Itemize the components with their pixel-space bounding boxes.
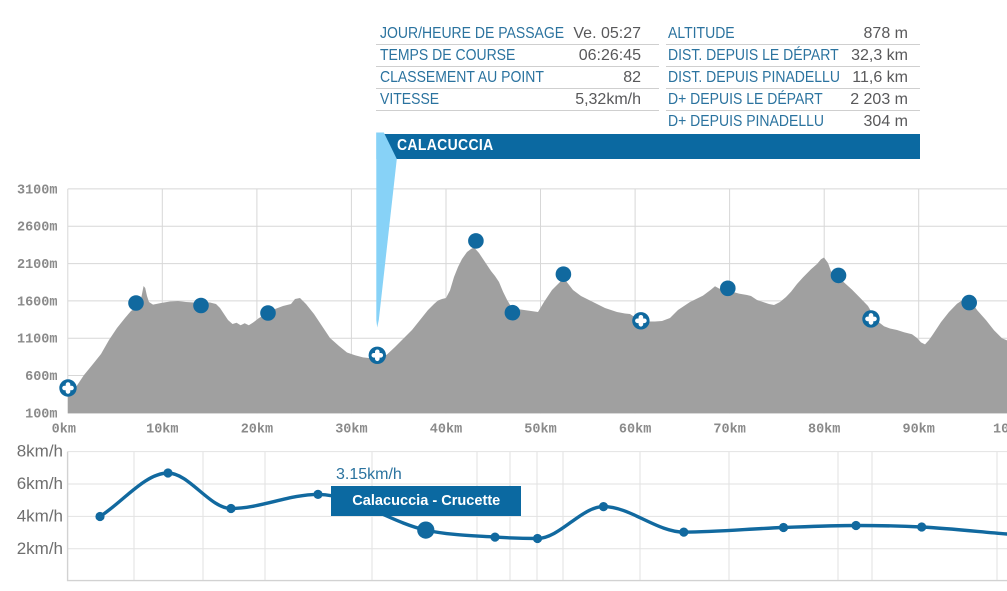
svg-text:10km: 10km	[146, 423, 178, 438]
svg-text:1600m: 1600m	[17, 295, 58, 310]
svg-text:40km: 40km	[430, 423, 462, 438]
svg-text:4km/h: 4km/h	[17, 506, 63, 525]
svg-text:60km: 60km	[619, 423, 651, 438]
svg-text:8km/h: 8km/h	[17, 442, 63, 461]
svg-text:70km: 70km	[713, 423, 745, 438]
svg-text:90km: 90km	[902, 423, 934, 438]
svg-text:2100m: 2100m	[17, 258, 58, 273]
svg-text:0km: 0km	[52, 423, 76, 438]
svg-text:80km: 80km	[808, 423, 840, 438]
svg-text:50km: 50km	[524, 423, 556, 438]
svg-text:600m: 600m	[25, 370, 57, 385]
svg-text:20km: 20km	[241, 423, 273, 438]
svg-text:6km/h: 6km/h	[17, 474, 63, 493]
svg-text:30km: 30km	[335, 423, 367, 438]
svg-text:1100m: 1100m	[17, 333, 58, 348]
svg-text:2km/h: 2km/h	[17, 539, 63, 558]
svg-text:100m: 100m	[25, 407, 57, 422]
svg-text:3100m: 3100m	[17, 183, 58, 198]
svg-text:100km: 100km	[993, 423, 1007, 438]
svg-text:2600m: 2600m	[17, 221, 58, 236]
